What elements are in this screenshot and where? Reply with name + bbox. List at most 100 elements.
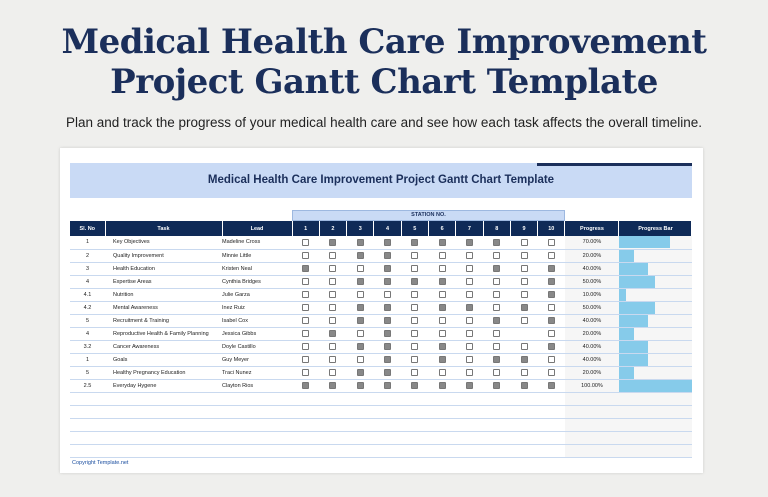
checkbox[interactable] — [493, 356, 501, 363]
checkbox[interactable] — [520, 265, 528, 272]
checkbox[interactable] — [547, 369, 555, 376]
checkbox[interactable] — [493, 382, 501, 389]
checkbox[interactable] — [438, 304, 446, 311]
checkbox[interactable] — [438, 382, 446, 389]
checkbox[interactable] — [384, 238, 392, 246]
checkbox[interactable] — [438, 317, 446, 324]
checkbox[interactable] — [302, 238, 310, 246]
checkbox[interactable] — [493, 343, 501, 350]
checkbox[interactable] — [547, 252, 555, 259]
checkbox[interactable] — [493, 369, 501, 376]
checkbox[interactable] — [520, 356, 528, 363]
checkbox[interactable] — [493, 291, 501, 298]
checkbox[interactable] — [329, 304, 337, 311]
checkbox[interactable] — [465, 369, 473, 376]
checkbox[interactable] — [411, 382, 419, 389]
checkbox[interactable] — [302, 317, 310, 324]
checkbox[interactable] — [547, 304, 555, 311]
checkbox[interactable] — [384, 382, 392, 389]
checkbox[interactable] — [329, 317, 337, 324]
checkbox[interactable] — [547, 356, 555, 363]
checkbox[interactable] — [520, 343, 528, 350]
checkbox[interactable] — [329, 330, 337, 337]
checkbox[interactable] — [465, 252, 473, 259]
checkbox[interactable] — [329, 265, 337, 272]
checkbox[interactable] — [411, 304, 419, 311]
checkbox[interactable] — [547, 291, 555, 298]
checkbox[interactable] — [438, 369, 446, 376]
checkbox[interactable] — [411, 317, 419, 324]
checkbox[interactable] — [384, 265, 392, 272]
checkbox[interactable] — [465, 278, 473, 285]
checkbox[interactable] — [302, 356, 310, 363]
checkbox[interactable] — [411, 265, 419, 272]
checkbox[interactable] — [547, 330, 555, 337]
checkbox[interactable] — [520, 317, 528, 324]
checkbox[interactable] — [356, 265, 364, 272]
checkbox[interactable] — [547, 382, 555, 389]
checkbox[interactable] — [465, 238, 473, 246]
checkbox[interactable] — [329, 252, 337, 259]
checkbox[interactable] — [384, 356, 392, 363]
checkbox[interactable] — [465, 304, 473, 311]
checkbox[interactable] — [520, 369, 528, 376]
checkbox[interactable] — [356, 317, 364, 324]
checkbox[interactable] — [493, 278, 501, 285]
checkbox[interactable] — [302, 369, 310, 376]
checkbox[interactable] — [411, 356, 419, 363]
checkbox[interactable] — [384, 317, 392, 324]
checkbox[interactable] — [411, 330, 419, 337]
checkbox[interactable] — [411, 238, 419, 246]
checkbox[interactable] — [465, 343, 473, 350]
checkbox[interactable] — [493, 265, 501, 272]
checkbox[interactable] — [302, 265, 310, 272]
checkbox[interactable] — [384, 278, 392, 285]
checkbox[interactable] — [465, 330, 473, 337]
checkbox[interactable] — [411, 291, 419, 298]
checkbox[interactable] — [547, 238, 555, 246]
checkbox[interactable] — [493, 317, 501, 324]
checkbox[interactable] — [465, 265, 473, 272]
checkbox[interactable] — [465, 356, 473, 363]
checkbox[interactable] — [356, 252, 364, 259]
checkbox[interactable] — [356, 238, 364, 246]
checkbox[interactable] — [356, 343, 364, 350]
checkbox[interactable] — [520, 252, 528, 259]
checkbox[interactable] — [384, 343, 392, 350]
checkbox[interactable] — [302, 382, 310, 389]
checkbox[interactable] — [329, 238, 337, 246]
checkbox[interactable] — [384, 330, 392, 337]
checkbox[interactable] — [547, 317, 555, 324]
checkbox[interactable] — [356, 356, 364, 363]
checkbox[interactable] — [329, 382, 337, 389]
checkbox[interactable] — [547, 265, 555, 272]
checkbox[interactable] — [329, 291, 337, 298]
checkbox[interactable] — [329, 356, 337, 363]
checkbox[interactable] — [329, 278, 337, 285]
checkbox[interactable] — [493, 330, 501, 337]
checkbox[interactable] — [465, 382, 473, 389]
checkbox[interactable] — [411, 278, 419, 285]
checkbox[interactable] — [302, 291, 310, 298]
checkbox[interactable] — [356, 291, 364, 298]
checkbox[interactable] — [356, 382, 364, 389]
checkbox[interactable] — [438, 356, 446, 363]
checkbox[interactable] — [438, 291, 446, 298]
checkbox[interactable] — [547, 278, 555, 285]
checkbox[interactable] — [493, 304, 501, 311]
checkbox[interactable] — [493, 252, 501, 259]
checkbox[interactable] — [356, 304, 364, 311]
checkbox[interactable] — [493, 238, 501, 246]
checkbox[interactable] — [438, 265, 446, 272]
checkbox[interactable] — [302, 252, 310, 259]
checkbox[interactable] — [384, 304, 392, 311]
checkbox[interactable] — [465, 317, 473, 324]
checkbox[interactable] — [547, 343, 555, 350]
checkbox[interactable] — [520, 238, 528, 246]
checkbox[interactable] — [411, 252, 419, 259]
checkbox[interactable] — [438, 238, 446, 246]
checkbox[interactable] — [520, 278, 528, 285]
checkbox[interactable] — [302, 278, 310, 285]
checkbox[interactable] — [438, 252, 446, 259]
checkbox[interactable] — [384, 252, 392, 259]
